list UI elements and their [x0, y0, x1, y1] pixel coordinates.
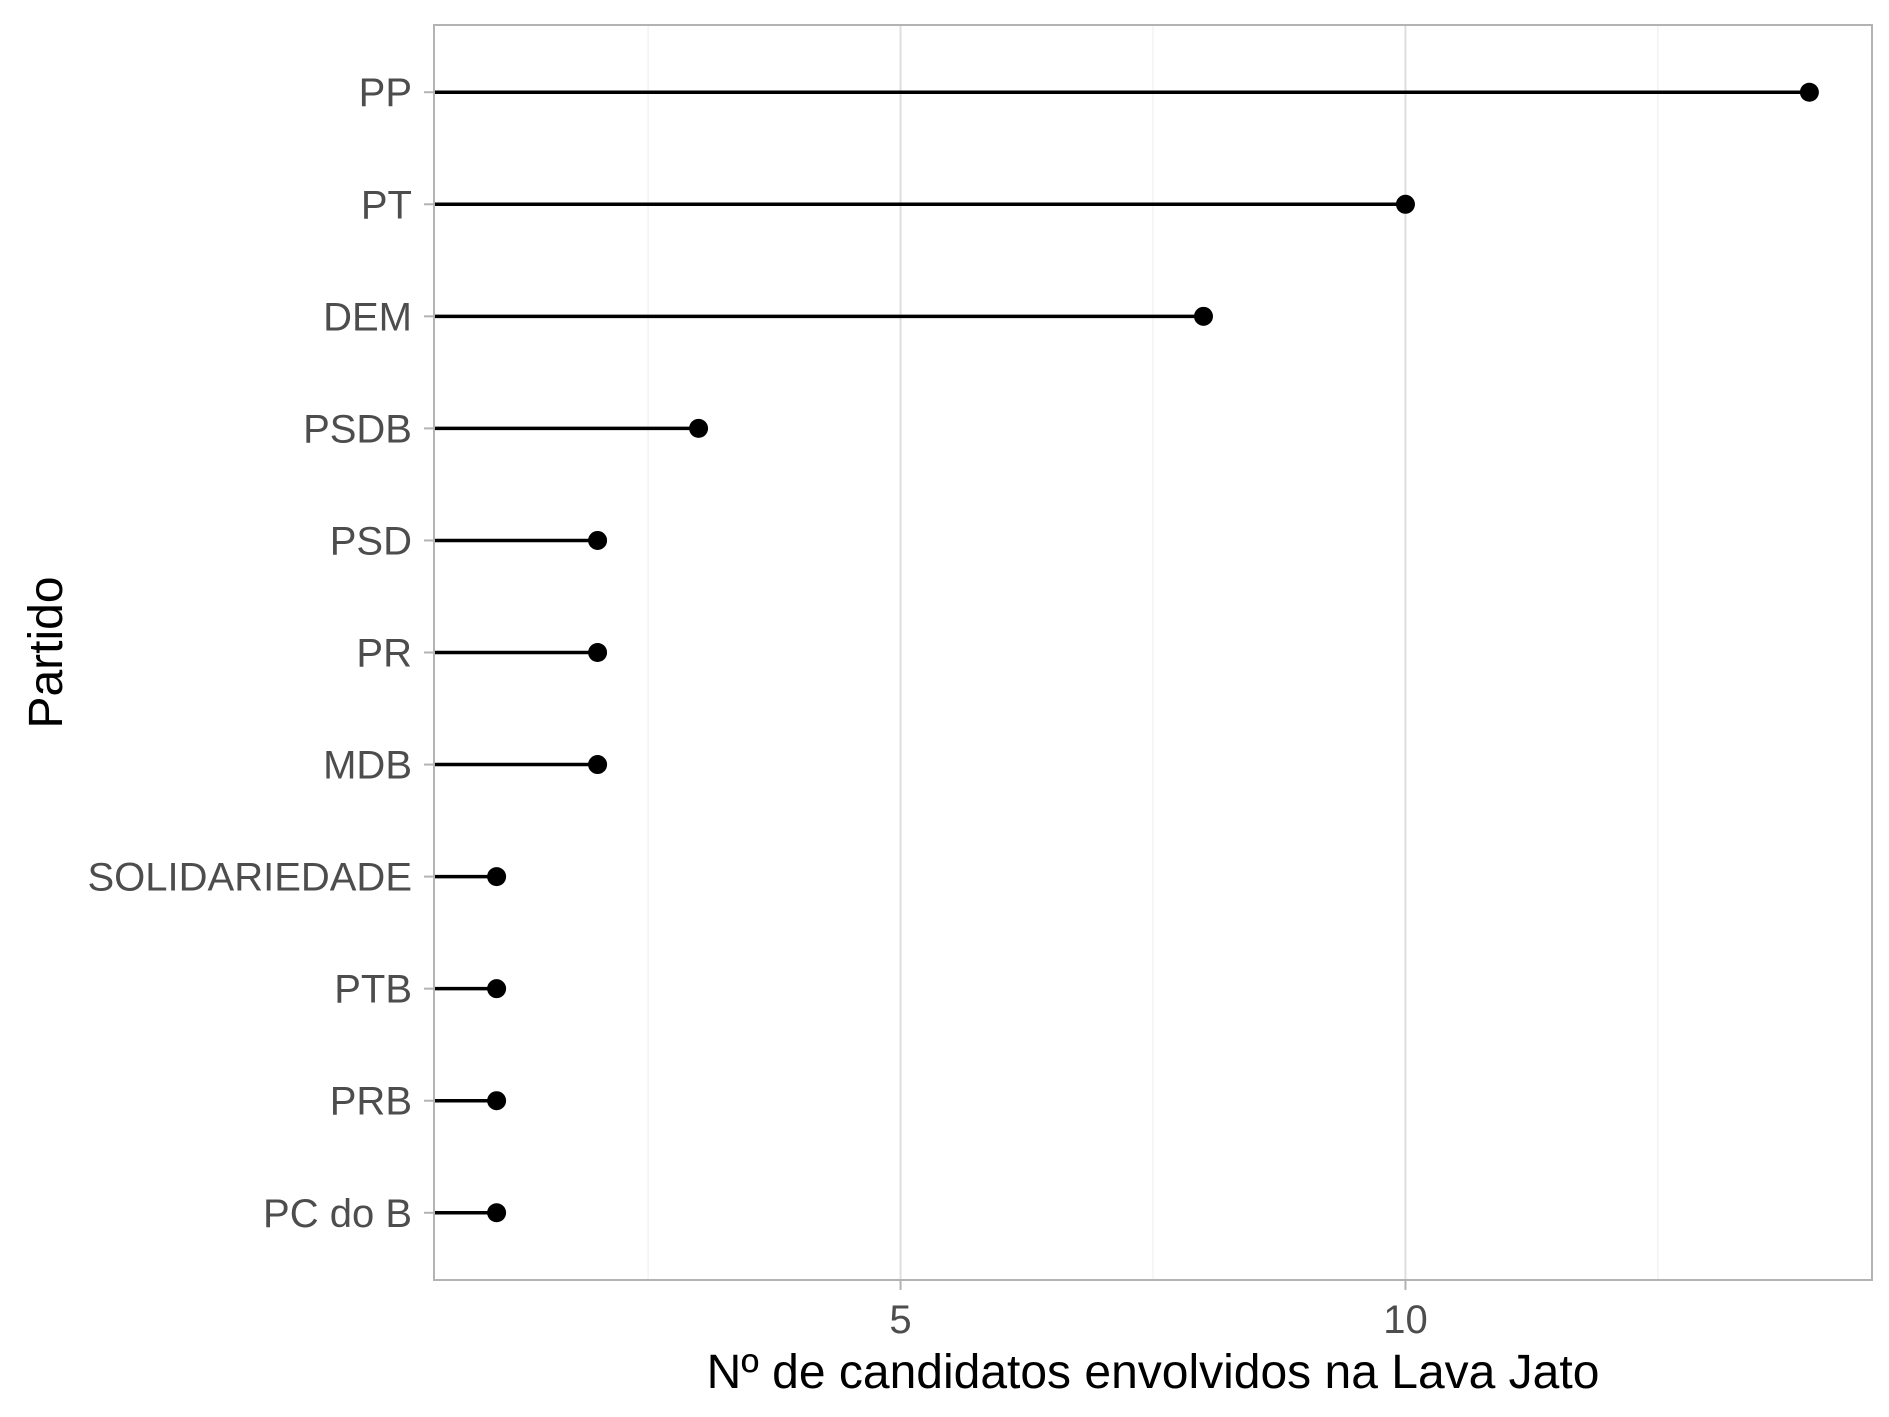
y-tick-label: MDB: [323, 744, 412, 788]
lollipop-point: [588, 530, 608, 550]
y-axis: PP PT DEM PSDB PSD PR MDB SOLIDARIEDADE PTB PRB PC…: [87, 71, 434, 1236]
y-tick-label: PR: [356, 632, 412, 676]
y-tick-label: PSDB: [303, 407, 412, 451]
y-tick-label: PC do B: [263, 1192, 412, 1236]
lollipop-point: [487, 1203, 507, 1223]
y-tick-label: PSD: [330, 519, 412, 563]
y-tick-label: DEM: [323, 295, 412, 339]
y-tick-label: SOLIDARIEDADE: [87, 856, 412, 900]
lollipop-point: [588, 643, 608, 662]
x-axis-title: Nº de candidatos envolvidos na Lava Jato: [707, 1346, 1600, 1399]
x-tick-label: 5: [889, 1298, 911, 1342]
y-tick-label: PRB: [330, 1080, 412, 1124]
y-tick-label: PTB: [334, 968, 412, 1012]
grid-lines: [647, 25, 1659, 1280]
x-axis: 5 10: [889, 1280, 1428, 1342]
lollipop-point: [1193, 306, 1213, 326]
lollipop-point: [487, 1091, 507, 1111]
lollipop-point: [1799, 82, 1819, 102]
lollipop-point: [689, 418, 709, 438]
y-tick-label: PP: [359, 71, 412, 115]
x-tick-label: 10: [1383, 1298, 1428, 1342]
y-tick-label: PT: [361, 183, 412, 227]
lollipop-marks: [434, 82, 1819, 1223]
y-axis-title: Partido: [20, 576, 73, 728]
lollipop-point: [487, 867, 507, 887]
lollipop-point: [1395, 194, 1415, 214]
lollipop-point: [487, 979, 507, 999]
lollipop-point: [588, 755, 608, 775]
